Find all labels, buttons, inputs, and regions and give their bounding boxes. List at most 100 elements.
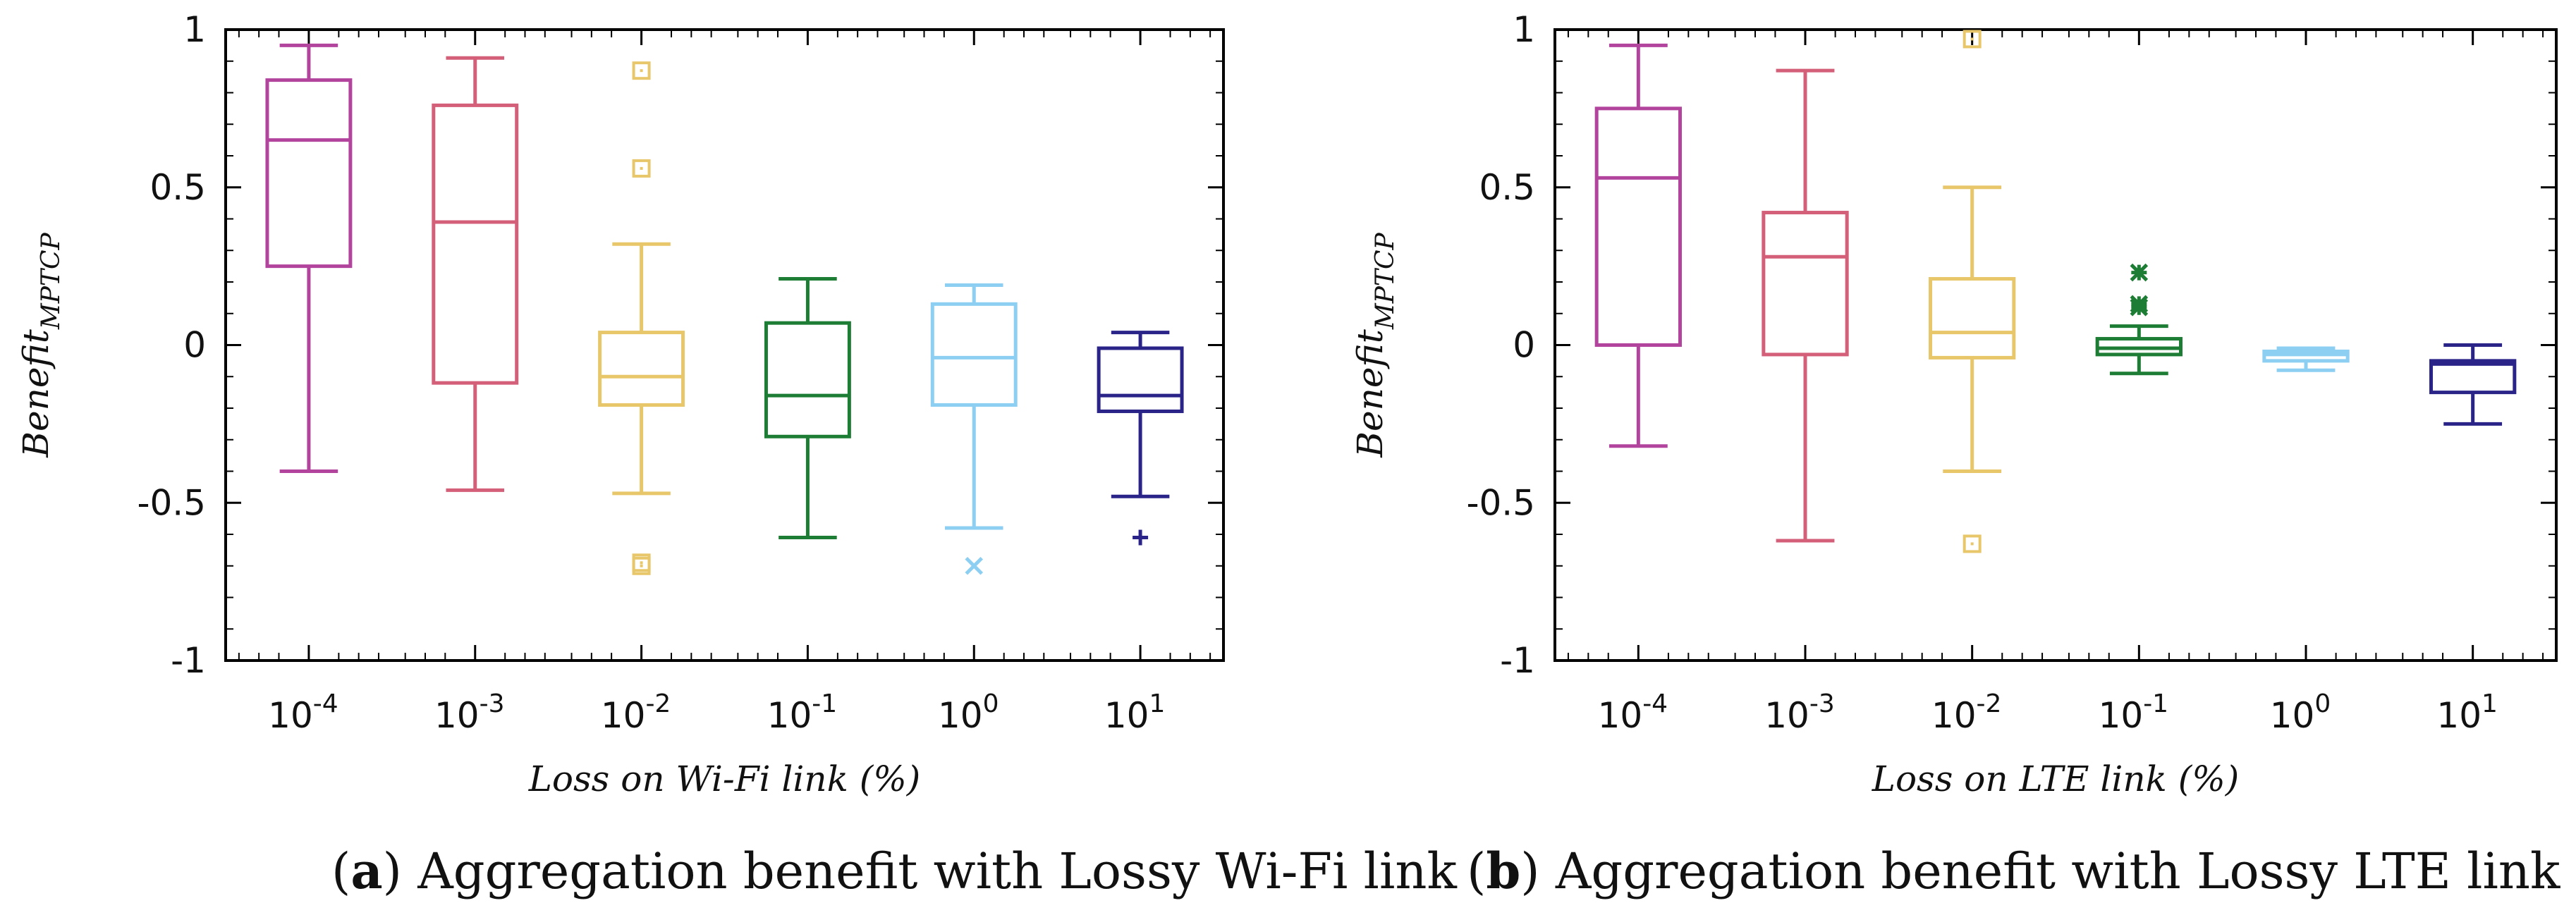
x-tick-label: 100 bbox=[938, 689, 999, 736]
x-tick-label: 101 bbox=[1104, 689, 1166, 736]
x-tick-base: 10 bbox=[434, 695, 480, 736]
box-4 bbox=[2262, 346, 2350, 372]
x-axis-title: Loss on Wi-Fi link (%) bbox=[528, 759, 921, 799]
x-tick-base: 10 bbox=[1104, 695, 1149, 736]
x-tick-exponent: -3 bbox=[1809, 689, 1835, 718]
outlier-point bbox=[632, 556, 651, 575]
y-axis-title: BenefitMPTCP bbox=[16, 233, 66, 458]
box-5 bbox=[2429, 343, 2517, 426]
y-tick-label: 0 bbox=[183, 325, 206, 366]
x-tick-label: 10-3 bbox=[1764, 689, 1835, 736]
box-iqr bbox=[598, 331, 685, 407]
box-3 bbox=[2095, 263, 2183, 376]
x-tick-base: 10 bbox=[938, 695, 983, 736]
caption-letter: b bbox=[1486, 842, 1520, 900]
y-axis-title-base: Benefit bbox=[16, 328, 56, 458]
y-tick-label: 1 bbox=[1513, 9, 1535, 50]
y-tick-label: 0 bbox=[1513, 325, 1535, 366]
x-tick-label: 100 bbox=[2270, 689, 2331, 736]
x-tick-label: 10-4 bbox=[1598, 689, 1668, 736]
box-iqr bbox=[432, 103, 519, 385]
outlier-point bbox=[1962, 30, 1982, 49]
x-tick-label: 101 bbox=[2436, 689, 2498, 736]
x-tick-label: 10-2 bbox=[1931, 689, 2002, 736]
x-tick-base: 10 bbox=[601, 695, 646, 736]
x-tick-base: 10 bbox=[2099, 695, 2144, 736]
x-tick-exponent: -1 bbox=[2143, 689, 2168, 718]
x-tick-exponent: 1 bbox=[2482, 689, 2498, 718]
x-tick-base: 10 bbox=[268, 695, 313, 736]
box-iqr bbox=[1762, 211, 1849, 357]
x-tick-base: 10 bbox=[1598, 695, 1643, 736]
outlier-point bbox=[965, 556, 984, 575]
x-tick-label: 10-1 bbox=[767, 689, 838, 736]
x-axis-title: Loss on LTE link (%) bbox=[1872, 759, 2239, 799]
panel-caption: (b) Aggregation benefit with Lossy LTE l… bbox=[1467, 842, 2560, 900]
outlier-point bbox=[632, 159, 651, 178]
caption-open-paren: ( bbox=[1467, 842, 1486, 900]
y-axis-title-base: Benefit bbox=[1350, 328, 1391, 458]
outlier-point bbox=[1133, 529, 1149, 546]
x-tick-exponent: -1 bbox=[812, 689, 837, 718]
y-tick-label: 1 bbox=[183, 9, 206, 50]
outlier-dot bbox=[640, 69, 643, 73]
outlier-dot bbox=[640, 564, 643, 567]
caption-close-paren: ) bbox=[1520, 842, 1539, 900]
x-tick-label: 10-1 bbox=[2099, 689, 2169, 736]
y-tick-label: -0.5 bbox=[1466, 482, 1535, 523]
y-tick-label: -0.5 bbox=[137, 482, 206, 523]
caption-open-paren: ( bbox=[331, 842, 350, 900]
box-iqr bbox=[2429, 359, 2517, 395]
outlier-point bbox=[1962, 534, 1982, 553]
x-tick-label: 10-4 bbox=[268, 689, 338, 736]
x-tick-exponent: -2 bbox=[1977, 689, 2002, 718]
outlier-dot bbox=[1970, 37, 1974, 41]
outlier-point bbox=[632, 61, 651, 80]
caption-close-paren: ) bbox=[383, 842, 402, 900]
box-iqr bbox=[930, 302, 1018, 407]
x-tick-exponent: -4 bbox=[313, 689, 338, 718]
x-tick-base: 10 bbox=[767, 695, 812, 736]
x-tick-exponent: -2 bbox=[645, 689, 671, 718]
outlier-dot bbox=[640, 561, 643, 565]
box-5 bbox=[1097, 331, 1184, 546]
y-axis-title: BenefitMPTCP bbox=[1350, 233, 1400, 458]
box-0 bbox=[1594, 43, 1683, 448]
caption-text: Aggregation benefit with Lossy LTE link bbox=[1540, 842, 2560, 900]
box-2 bbox=[598, 61, 685, 575]
box-3 bbox=[764, 277, 851, 539]
box-1 bbox=[1762, 68, 1849, 543]
y-tick-label: 0.5 bbox=[149, 167, 206, 208]
x-tick-base: 10 bbox=[1764, 695, 1809, 736]
outlier-dot bbox=[640, 166, 643, 170]
x-tick-label: 10-2 bbox=[601, 689, 671, 736]
box-iqr bbox=[265, 78, 353, 269]
box-2 bbox=[1929, 30, 2016, 553]
y-tick-label: -1 bbox=[1500, 640, 1535, 681]
y-axis-title-subscript: MPTCP bbox=[37, 233, 66, 331]
plot-frame bbox=[224, 28, 1225, 662]
x-tick-exponent: 1 bbox=[1149, 689, 1165, 718]
box-0 bbox=[265, 43, 353, 473]
outlier-point bbox=[2130, 263, 2149, 282]
x-tick-exponent: -4 bbox=[1642, 689, 1668, 718]
box-iqr bbox=[1929, 277, 2016, 360]
x-tick-base: 10 bbox=[2270, 695, 2315, 736]
box-iqr bbox=[764, 321, 851, 438]
box-iqr bbox=[1097, 346, 1184, 413]
box-4 bbox=[930, 283, 1018, 575]
x-tick-exponent: 0 bbox=[2314, 689, 2331, 718]
y-tick-label: 0.5 bbox=[1479, 167, 1535, 208]
x-tick-exponent: -3 bbox=[480, 689, 505, 718]
x-tick-label: 10-3 bbox=[434, 689, 505, 736]
x-tick-exponent: 0 bbox=[983, 689, 999, 718]
caption-text: Aggregation benefit with Lossy Wi-Fi lin… bbox=[402, 842, 1458, 900]
outlier-dot bbox=[1970, 542, 1974, 546]
x-tick-base: 10 bbox=[1931, 695, 1977, 736]
outlier-point bbox=[2130, 298, 2149, 317]
y-axis-title-subscript: MPTCP bbox=[1371, 233, 1400, 331]
plot-frame bbox=[1553, 28, 2558, 662]
